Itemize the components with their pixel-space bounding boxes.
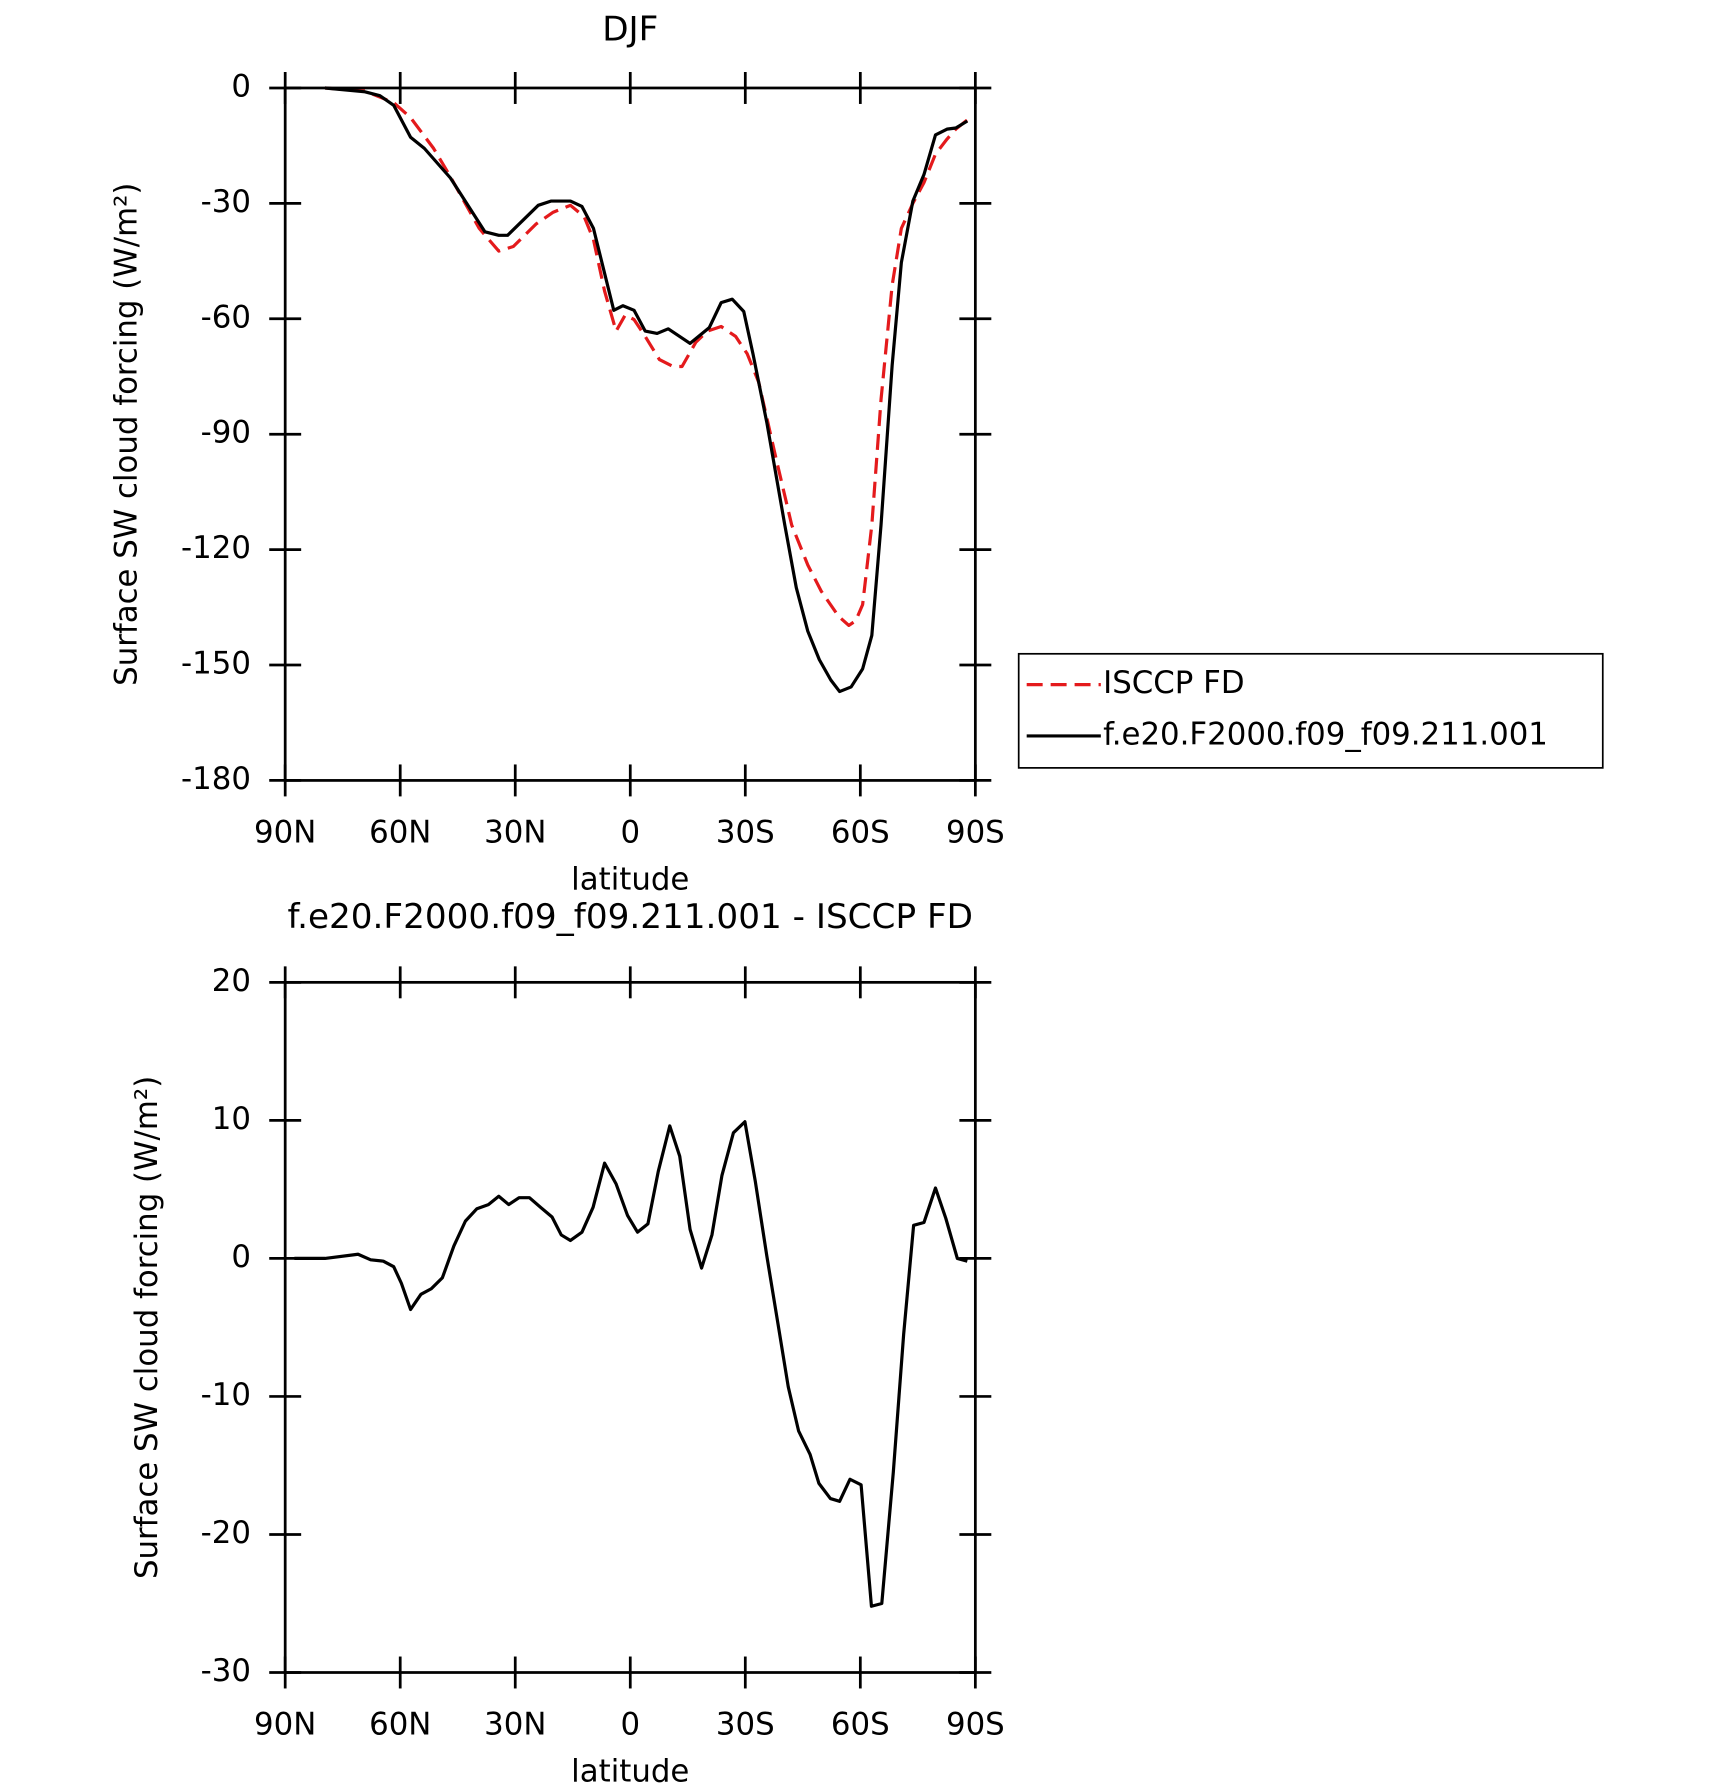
data-line <box>324 86 969 627</box>
legend-box <box>1017 652 1604 769</box>
y-tick-label: 0 <box>231 68 251 104</box>
y-tick-label: -30 <box>201 184 251 220</box>
y-tick-label: 20 <box>212 963 251 999</box>
chart-title: f.e20.F2000.f09_f09.211.001 - ISCCP FD <box>288 897 973 937</box>
plot-frame <box>283 86 977 782</box>
y-tick-label: -60 <box>201 299 251 335</box>
y-tick-label: -150 <box>181 646 251 682</box>
x-tick-label: 60N <box>369 1707 431 1743</box>
x-tick-label: 0 <box>620 1707 640 1743</box>
x-tick-label: 30S <box>716 1707 775 1743</box>
x-tick-label: 30N <box>484 1707 546 1743</box>
x-tick-label: 90N <box>254 1707 316 1743</box>
x-tick-label: 90N <box>254 815 316 851</box>
x-tick-label: 30N <box>484 815 546 851</box>
x-tick-label: 0 <box>620 815 640 851</box>
chart-title: DJF <box>602 9 658 49</box>
y-tick-label: 0 <box>231 1239 251 1275</box>
legend-label: f.e20.F2000.f09_f09.211.001 <box>1103 716 1548 752</box>
plot-frame <box>283 980 977 1674</box>
y-tick-label: -90 <box>201 415 251 451</box>
data-line <box>324 86 969 694</box>
y-tick-label: -180 <box>181 761 251 797</box>
x-tick-label: 90S <box>946 815 1005 851</box>
data-line <box>294 1120 968 1608</box>
y-tick-label: -10 <box>201 1377 251 1413</box>
x-tick-label: 60S <box>831 1707 890 1743</box>
x-tick-label: 60S <box>831 815 890 851</box>
y-tick-label: -30 <box>201 1653 251 1689</box>
x-tick-label: 30S <box>716 815 775 851</box>
legend-label: ISCCP FD <box>1103 665 1244 701</box>
x-axis-label: latitude <box>571 861 689 897</box>
y-tick-label: 10 <box>212 1101 251 1137</box>
y-tick-label: -120 <box>181 530 251 566</box>
x-axis-label: latitude <box>571 1753 689 1789</box>
y-axis-label: Surface SW cloud forcing (W/m²) <box>108 183 144 686</box>
y-tick-label: -20 <box>201 1515 251 1551</box>
x-tick-label: 90S <box>946 1707 1005 1743</box>
y-axis-label: Surface SW cloud forcing (W/m²) <box>129 1076 165 1579</box>
x-tick-label: 60N <box>369 815 431 851</box>
